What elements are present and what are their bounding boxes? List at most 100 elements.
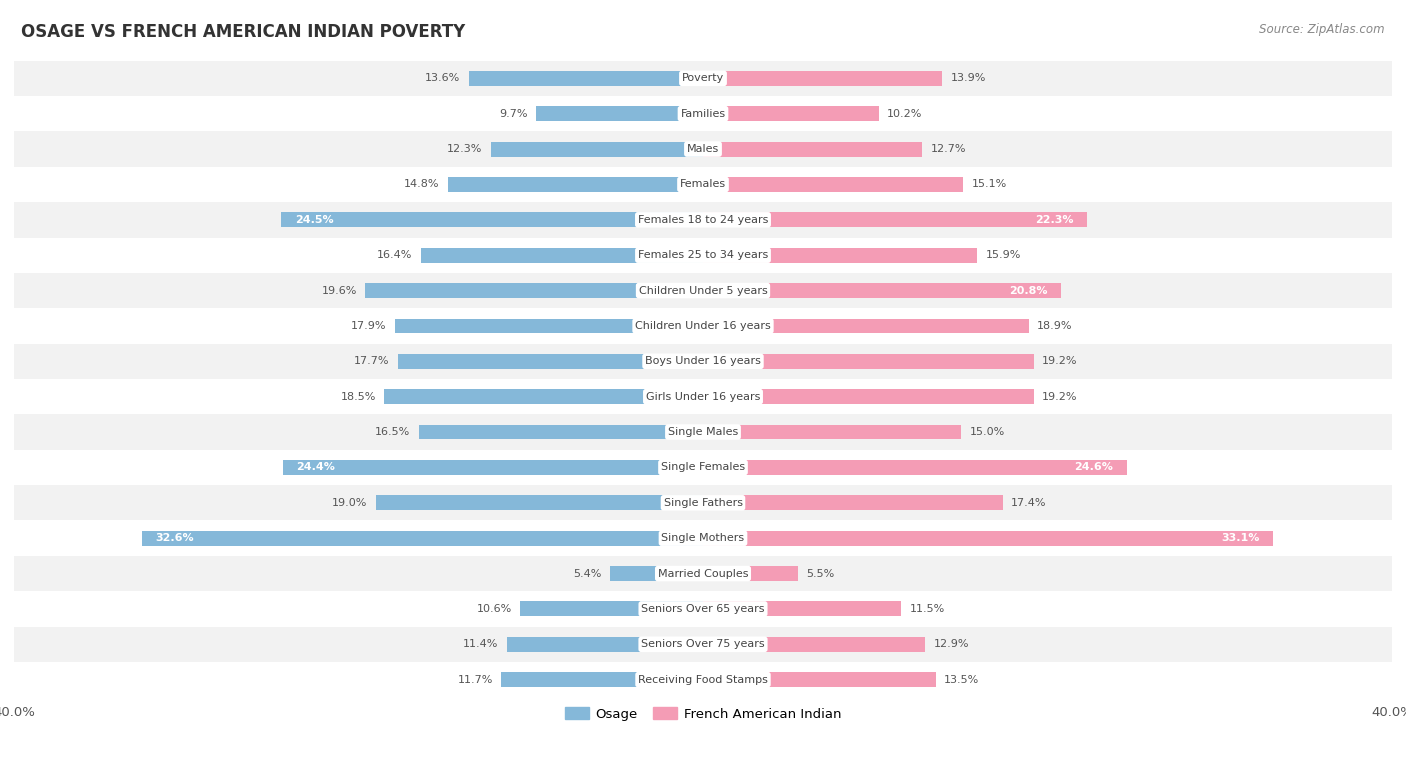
Text: 13.9%: 13.9% [950, 74, 987, 83]
Bar [502, 672, 703, 687]
Text: Single Females: Single Females [661, 462, 745, 472]
Bar [703, 71, 942, 86]
Text: 24.5%: 24.5% [295, 215, 333, 225]
Bar [14, 379, 1392, 415]
Text: 19.2%: 19.2% [1042, 356, 1078, 366]
Bar [395, 318, 703, 334]
Bar [14, 273, 1392, 309]
Bar [420, 248, 703, 262]
Bar [703, 637, 925, 652]
Text: 32.6%: 32.6% [155, 533, 194, 543]
Bar [398, 354, 703, 368]
Text: Seniors Over 65 years: Seniors Over 65 years [641, 604, 765, 614]
Text: Females: Females [681, 180, 725, 190]
Bar [375, 496, 703, 510]
Bar [142, 531, 703, 546]
Text: 13.5%: 13.5% [945, 675, 980, 684]
Text: 19.6%: 19.6% [322, 286, 357, 296]
Bar [449, 177, 703, 192]
Text: Families: Families [681, 108, 725, 119]
Bar [281, 212, 703, 227]
Text: Females 18 to 24 years: Females 18 to 24 years [638, 215, 768, 225]
Text: Married Couples: Married Couples [658, 568, 748, 578]
Text: 5.4%: 5.4% [574, 568, 602, 578]
Text: 12.7%: 12.7% [931, 144, 966, 154]
Bar [520, 602, 703, 616]
Text: Receiving Food Stamps: Receiving Food Stamps [638, 675, 768, 684]
Text: Single Mothers: Single Mothers [661, 533, 745, 543]
Text: 15.0%: 15.0% [970, 427, 1005, 437]
Text: 17.4%: 17.4% [1011, 498, 1047, 508]
Text: Single Fathers: Single Fathers [664, 498, 742, 508]
Text: 11.4%: 11.4% [463, 639, 498, 650]
Bar [14, 343, 1392, 379]
Text: 24.6%: 24.6% [1074, 462, 1114, 472]
Text: Source: ZipAtlas.com: Source: ZipAtlas.com [1260, 23, 1385, 36]
Text: 12.3%: 12.3% [447, 144, 482, 154]
Bar [703, 354, 1033, 368]
Text: Single Males: Single Males [668, 427, 738, 437]
Text: 18.9%: 18.9% [1038, 321, 1073, 331]
Text: 12.9%: 12.9% [934, 639, 969, 650]
Text: 17.7%: 17.7% [354, 356, 389, 366]
Text: Females 25 to 34 years: Females 25 to 34 years [638, 250, 768, 260]
Bar [703, 496, 1002, 510]
Bar [610, 566, 703, 581]
Bar [703, 212, 1087, 227]
Bar [14, 237, 1392, 273]
Text: 24.4%: 24.4% [297, 462, 336, 472]
Text: 16.4%: 16.4% [377, 250, 412, 260]
Text: 11.5%: 11.5% [910, 604, 945, 614]
Text: 11.7%: 11.7% [457, 675, 494, 684]
Bar [703, 390, 1033, 404]
Bar [283, 460, 703, 475]
Bar [14, 591, 1392, 627]
Text: 13.6%: 13.6% [425, 74, 460, 83]
Text: Seniors Over 75 years: Seniors Over 75 years [641, 639, 765, 650]
Bar [14, 521, 1392, 556]
Text: OSAGE VS FRENCH AMERICAN INDIAN POVERTY: OSAGE VS FRENCH AMERICAN INDIAN POVERTY [21, 23, 465, 41]
Bar [506, 637, 703, 652]
Bar [14, 202, 1392, 237]
Bar [14, 662, 1392, 697]
Text: 33.1%: 33.1% [1220, 533, 1260, 543]
Bar [703, 318, 1029, 334]
Bar [14, 485, 1392, 521]
Bar [366, 283, 703, 298]
Text: 18.5%: 18.5% [340, 392, 375, 402]
Text: 19.0%: 19.0% [332, 498, 367, 508]
Text: 15.9%: 15.9% [986, 250, 1021, 260]
Bar [703, 106, 879, 121]
Bar [703, 672, 935, 687]
Bar [703, 283, 1062, 298]
Bar [703, 142, 922, 156]
Bar [14, 167, 1392, 202]
Bar [14, 627, 1392, 662]
Text: 14.8%: 14.8% [404, 180, 440, 190]
Text: 17.9%: 17.9% [350, 321, 387, 331]
Bar [703, 566, 797, 581]
Text: 22.3%: 22.3% [1035, 215, 1073, 225]
Text: Girls Under 16 years: Girls Under 16 years [645, 392, 761, 402]
Text: 19.2%: 19.2% [1042, 392, 1078, 402]
Bar [14, 61, 1392, 96]
Text: 9.7%: 9.7% [499, 108, 527, 119]
Bar [419, 424, 703, 440]
Bar [703, 531, 1272, 546]
Bar [703, 177, 963, 192]
Text: Boys Under 16 years: Boys Under 16 years [645, 356, 761, 366]
Text: 10.6%: 10.6% [477, 604, 512, 614]
Text: Children Under 16 years: Children Under 16 years [636, 321, 770, 331]
Text: 20.8%: 20.8% [1010, 286, 1047, 296]
Bar [536, 106, 703, 121]
Bar [703, 424, 962, 440]
Text: 10.2%: 10.2% [887, 108, 922, 119]
Bar [468, 71, 703, 86]
Bar [703, 602, 901, 616]
Bar [491, 142, 703, 156]
Text: Males: Males [688, 144, 718, 154]
Text: 5.5%: 5.5% [807, 568, 835, 578]
Bar [14, 96, 1392, 131]
Text: 16.5%: 16.5% [375, 427, 411, 437]
Bar [14, 556, 1392, 591]
